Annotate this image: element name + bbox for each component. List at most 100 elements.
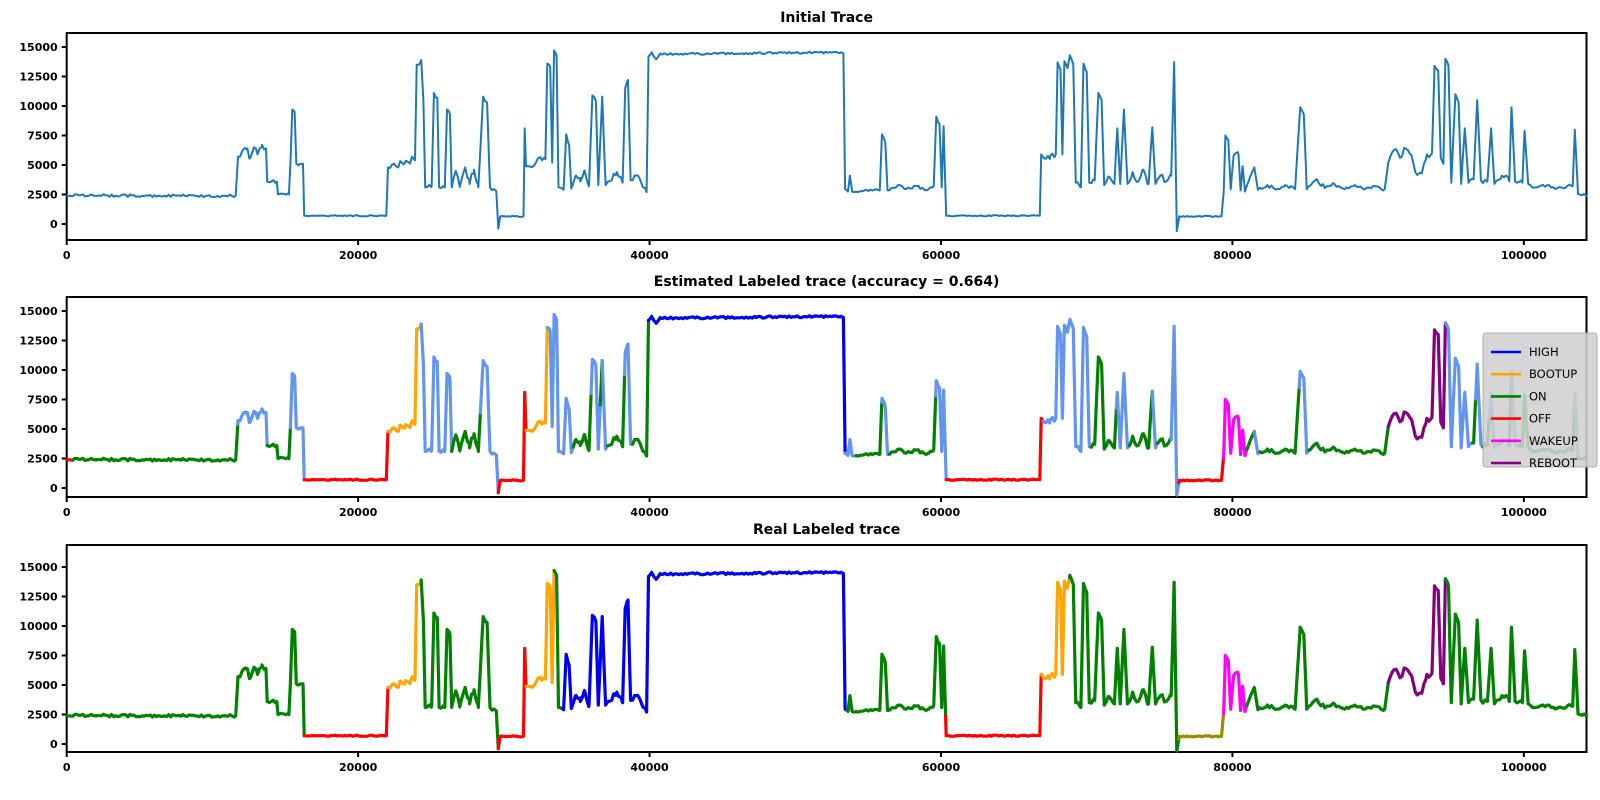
trace-segment-orange <box>386 322 423 434</box>
x-tick-label: 40000 <box>630 506 669 519</box>
y-tick-label: 7500 <box>27 394 58 407</box>
trace-segment-orange <box>524 325 549 433</box>
x-tick-label: 60000 <box>922 506 961 519</box>
y-tick-label: 15000 <box>19 561 58 574</box>
x-tick-label: 60000 <box>922 249 961 262</box>
y-tick-label: 7500 <box>27 130 58 143</box>
y-tick-label: 5000 <box>27 423 58 436</box>
subplot-estimated-trace: Estimated Labeled trace (accuracy = 0.66… <box>19 274 1598 519</box>
trace-segment-green <box>854 400 884 458</box>
trace-segment-lightblue <box>843 438 858 458</box>
x-tick-label: 80000 <box>1213 506 1252 519</box>
trace-segment-red <box>496 390 528 495</box>
trace-segment-green <box>71 422 240 463</box>
legend-label: HIGH <box>1529 345 1559 359</box>
y-tick-label: 10000 <box>19 364 58 377</box>
x-tick-label: 80000 <box>1213 761 1252 774</box>
trace-segment-lightblue <box>600 359 610 451</box>
x-tick-label: 100000 <box>1501 506 1547 519</box>
y-tick-label: 12500 <box>19 591 58 604</box>
y-tick-label: 0 <box>50 738 58 751</box>
trace-segment-lightblue <box>1252 429 1262 456</box>
trace-segment-lightblue <box>589 357 602 451</box>
trace-segment-red <box>944 672 1043 738</box>
trace-segment-blue <box>646 314 847 455</box>
x-tick-label: 0 <box>63 506 71 519</box>
trace-segment-red <box>944 416 1045 482</box>
trace-segment-lightblue <box>236 407 269 448</box>
y-tick-label: 0 <box>50 218 58 231</box>
y-tick-label: 12500 <box>19 335 58 348</box>
trace-segment-magenta <box>1221 653 1249 716</box>
y-tick-label: 0 <box>50 482 58 495</box>
legend-label: BOOTUP <box>1529 367 1577 381</box>
trace-segment-green <box>450 411 482 453</box>
trace-segment-green <box>887 394 938 456</box>
trace-segment-lightblue <box>1474 362 1485 449</box>
axes-frame <box>65 544 1588 753</box>
x-tick-label: 100000 <box>1501 249 1547 262</box>
plot-title: Real Labeled trace <box>753 522 900 538</box>
trace-segment-lightblue <box>1443 321 1475 450</box>
trace-segment-green <box>1155 437 1173 448</box>
y-tick-label: 2500 <box>27 189 58 202</box>
legend-label: REBOOT <box>1529 456 1578 470</box>
y-tick-label: 15000 <box>19 305 58 318</box>
x-tick-label: 100000 <box>1501 761 1547 774</box>
trace-segment-green <box>1089 355 1118 451</box>
trace-segment-green <box>1067 573 1181 753</box>
trace-segment-red <box>1177 456 1226 485</box>
trace-line <box>65 49 1588 233</box>
trace-segment-lightblue <box>880 396 892 456</box>
x-tick-label: 60000 <box>922 761 961 774</box>
trace-segment-green <box>1307 425 1390 456</box>
trace-segment-green <box>552 568 565 711</box>
trace-segment-magenta <box>1221 397 1249 460</box>
trace-segment-lightblue <box>288 371 306 482</box>
y-tick-label: 10000 <box>19 100 58 113</box>
x-tick-label: 40000 <box>630 249 669 262</box>
y-tick-label: 12500 <box>19 71 58 84</box>
trace-segment-red <box>302 685 390 738</box>
y-tick-label: 2500 <box>27 709 58 722</box>
trace-segment-lightblue <box>1041 317 1093 453</box>
x-tick-label: 20000 <box>339 506 378 519</box>
trace-segment-lightblue <box>1114 371 1132 450</box>
trace-segment-red <box>496 646 528 751</box>
y-tick-label: 10000 <box>19 620 58 633</box>
legend: HIGH BOOTUP ON OFF WAKEUP REBOOT <box>1482 332 1598 470</box>
subplot-real-trace: Real Labeled trace 0 20000 40000 60000 80000 1… <box>19 522 1589 774</box>
x-tick-label: 40000 <box>630 761 669 774</box>
legend-label: OFF <box>1529 412 1551 426</box>
x-tick-label: 0 <box>63 761 71 774</box>
trace-segment-green <box>845 635 948 718</box>
trace-segment-green <box>606 373 627 449</box>
trace-segment-purple <box>1386 321 1447 441</box>
trace-segment-green <box>571 391 593 453</box>
legend-label: WAKEUP <box>1529 434 1578 448</box>
trace-segment-green <box>1127 389 1154 450</box>
x-tick-label: 20000 <box>339 761 378 774</box>
plot-title: Estimated Labeled trace (accuracy = 0.66… <box>654 274 1000 290</box>
x-tick-label: 20000 <box>339 249 378 262</box>
legend-box <box>1482 332 1598 468</box>
trace-segment-lightblue <box>1169 324 1181 497</box>
x-tick-label: 80000 <box>1213 249 1252 262</box>
trace-segment-green <box>1245 625 1390 712</box>
y-tick-label: 5000 <box>27 159 58 172</box>
trace-segment-olive <box>1177 712 1226 741</box>
y-tick-label: 2500 <box>27 453 58 466</box>
trace-segment-lightblue <box>1150 389 1160 450</box>
trace-segment-green <box>265 426 292 461</box>
trace-segment-orange <box>386 578 423 690</box>
trace-segment-orange <box>524 568 556 689</box>
trace-segment-green <box>1443 577 1589 718</box>
trace-segment-green <box>1471 397 1478 445</box>
y-tick-label: 15000 <box>19 41 58 54</box>
trace-segment-purple <box>1386 577 1447 697</box>
trace-segment-green <box>1258 386 1301 456</box>
y-tick-label: 5000 <box>27 679 58 692</box>
trace-segment-blue <box>561 570 849 714</box>
